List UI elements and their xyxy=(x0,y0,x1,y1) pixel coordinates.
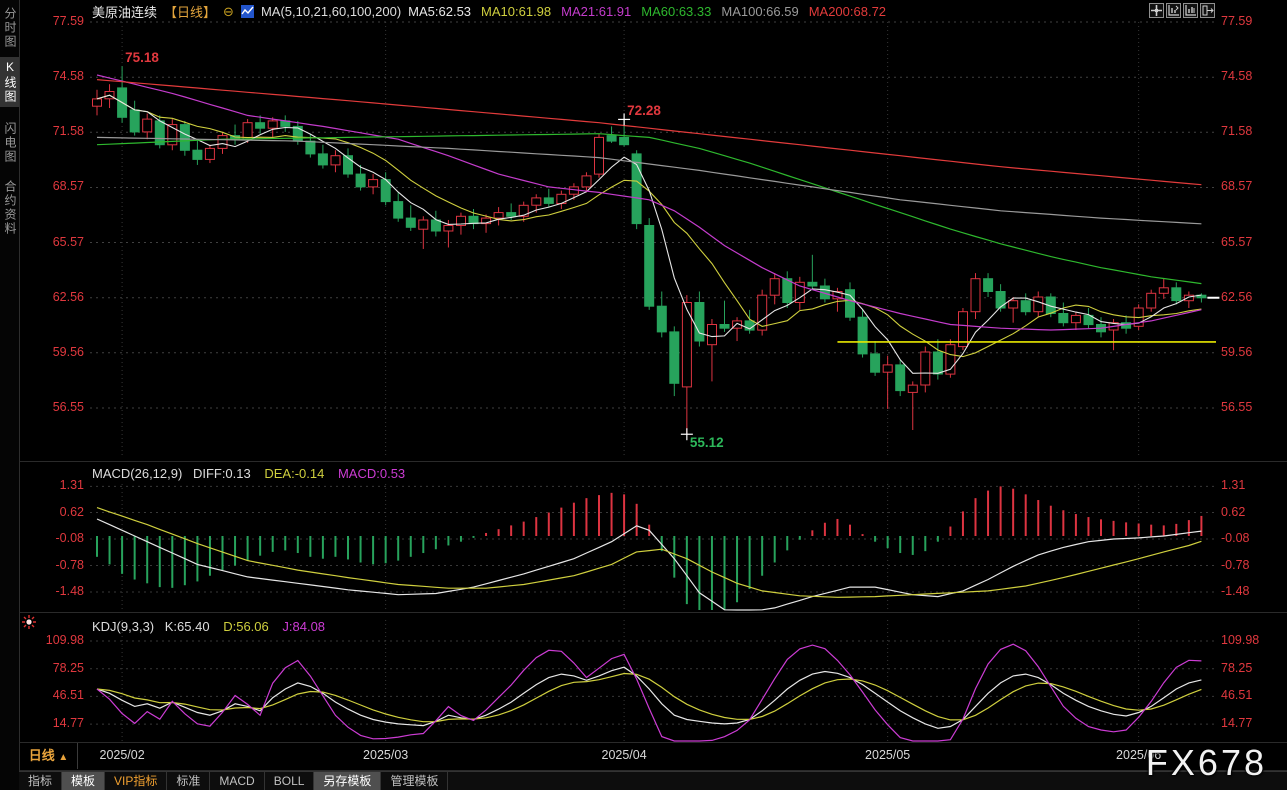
axis-label: 74.58 xyxy=(1221,69,1253,84)
axis-label: 68.57 xyxy=(1221,179,1253,194)
sidebar-tab-2[interactable]: K线图 xyxy=(0,57,19,107)
bottom-tab-4[interactable]: 标准 xyxy=(167,772,211,790)
sidebar-tab-4[interactable]: 合约资料 xyxy=(3,180,17,236)
macd-diff-value: DIFF:0.13 xyxy=(192,466,251,481)
axis-label: -0.08 xyxy=(55,531,85,546)
axis-label: 71.58 xyxy=(52,124,84,139)
axis-label: 74.58 xyxy=(52,69,84,84)
scale-x-axis-icon[interactable] xyxy=(1166,3,1181,18)
scale-y-axis-icon[interactable] xyxy=(1183,3,1198,18)
axis-label: 59.56 xyxy=(52,344,84,359)
bottom-tab-5[interactable]: MACD xyxy=(210,772,265,790)
axis-label: 46.51 xyxy=(1221,688,1253,703)
x-axis-date-5: 2025/06 xyxy=(1116,748,1162,762)
bottom-tab-8[interactable]: 管理模板 xyxy=(381,772,449,790)
collapse-panel-icon[interactable] xyxy=(1200,3,1215,18)
axis-label: 62.56 xyxy=(52,289,84,304)
chart-type-sidebar: 分时图 K线图闪电图合约资料 xyxy=(0,0,20,790)
axis-label: 78.25 xyxy=(52,660,84,675)
kdj-k-value: K:65.40 xyxy=(164,619,210,634)
axis-label: 68.57 xyxy=(52,179,84,194)
ma-value-3: MA60:63.33 xyxy=(641,4,712,19)
bottom-tab-2[interactable]: 模板 xyxy=(62,772,106,790)
ma-group-label: MA(5,10,21,60,100,200) xyxy=(260,4,402,19)
bottom-tab-3[interactable]: VIP指标 xyxy=(105,772,168,790)
axis-label: 0.62 xyxy=(59,504,84,519)
period-menu-arrow-icon: ▲ xyxy=(58,752,69,763)
axis-label: 56.55 xyxy=(52,399,84,414)
axis-label: 77.59 xyxy=(1221,14,1253,28)
x-axis-date-1: 2025/02 xyxy=(99,748,145,762)
ma-value-0: MA5:62.53 xyxy=(408,4,472,19)
price-annotation-3: 55.12 xyxy=(689,435,724,451)
axis-label: 77.59 xyxy=(52,14,84,28)
axis-label: 59.56 xyxy=(1221,344,1253,359)
period-label: 日线 xyxy=(28,748,55,763)
macd-dea-value: DEA:-0.14 xyxy=(264,466,325,481)
kline-style-icon[interactable] xyxy=(240,5,254,18)
axis-label: 14.77 xyxy=(1221,716,1253,731)
alert-flash-icon[interactable] xyxy=(21,614,37,630)
kdj-d-value: D:56.06 xyxy=(223,619,269,634)
axis-label: -1.48 xyxy=(1221,584,1250,599)
kdj-name: KDJ(9,3,3) xyxy=(92,619,155,634)
axis-label: 65.57 xyxy=(52,234,84,249)
period-selector[interactable]: 日线 ▲ xyxy=(20,743,78,769)
axis-label: 1.31 xyxy=(1221,478,1246,493)
price-annotation-2: 72.28 xyxy=(627,103,661,119)
kdj-j-value: J:84.08 xyxy=(282,619,326,634)
ma-values: MA5:62.53 MA10:61.98 MA21:61.91 MA60:63.33 M… xyxy=(408,4,886,19)
bottom-tab-6[interactable]: BOLL xyxy=(265,772,315,790)
x-axis-date-3: 2025/04 xyxy=(601,748,647,762)
macd-indicator-label: MACD(26,12,9) DIFF:0.13 DEA:-0.14 MACD:0… xyxy=(92,466,405,481)
axis-label: 14.77 xyxy=(52,716,84,731)
sidebar-tab-3[interactable]: 闪电图 xyxy=(3,122,17,164)
macd-value: MACD:0.53 xyxy=(337,466,406,481)
collapse-indicator-icon[interactable]: ⊖ xyxy=(223,3,234,19)
bottom-tab-7[interactable]: 另存模板 xyxy=(314,772,382,790)
period-tag: 【日线】 xyxy=(164,5,217,20)
axis-label: 1.31 xyxy=(59,478,84,493)
pan-icon[interactable] xyxy=(1149,3,1164,18)
ma-value-2: MA21:61.91 xyxy=(561,4,632,19)
sidebar-tab-1[interactable]: 分时图 xyxy=(3,7,17,49)
chart-window-controls xyxy=(1149,3,1215,18)
axis-label: 0.62 xyxy=(1221,504,1246,519)
axis-label: -0.08 xyxy=(1221,531,1250,546)
bottom-toolbar: 指标 模板 VIP指标 标准 MACD BOLL 另存模板 管理模板 xyxy=(19,771,1287,790)
axis-label: -1.48 xyxy=(55,584,85,599)
ma-value-5: MA200:68.72 xyxy=(808,4,887,19)
axis-label: 109.98 xyxy=(45,633,84,647)
axis-label: -0.78 xyxy=(1221,557,1250,572)
ma-value-4: MA100:66.59 xyxy=(721,4,799,19)
macd-name: MACD(26,12,9) xyxy=(92,466,183,481)
kdj-indicator-label: KDJ(9,3,3) K:65.40 D:56.06 J:84.08 xyxy=(92,619,325,634)
axis-label: 78.25 xyxy=(1221,660,1253,675)
price-annotation-1: 75.18 xyxy=(125,50,159,66)
axis-label: 62.56 xyxy=(1221,289,1253,304)
axis-label: 65.57 xyxy=(1221,234,1253,249)
axis-label: 46.51 xyxy=(52,688,84,703)
watermark: FX678 xyxy=(1145,742,1267,783)
axis-label: 56.55 xyxy=(1221,399,1253,414)
ma-value-1: MA10:61.98 xyxy=(481,4,552,19)
x-axis-date-2: 2025/03 xyxy=(363,748,409,762)
axis-label: 109.98 xyxy=(1221,633,1260,647)
axis-label: 71.58 xyxy=(1221,124,1253,139)
symbol-name: 美原油连续 xyxy=(92,5,158,20)
x-axis-date-4: 2025/05 xyxy=(865,748,911,762)
bottom-tab-1[interactable]: 指标 xyxy=(19,772,63,790)
axis-label: -0.78 xyxy=(55,557,85,572)
chart-header: 美原油连续 【日线】 ⊖ MA(5,10,21,60,100,200) MA5:… xyxy=(92,3,886,21)
